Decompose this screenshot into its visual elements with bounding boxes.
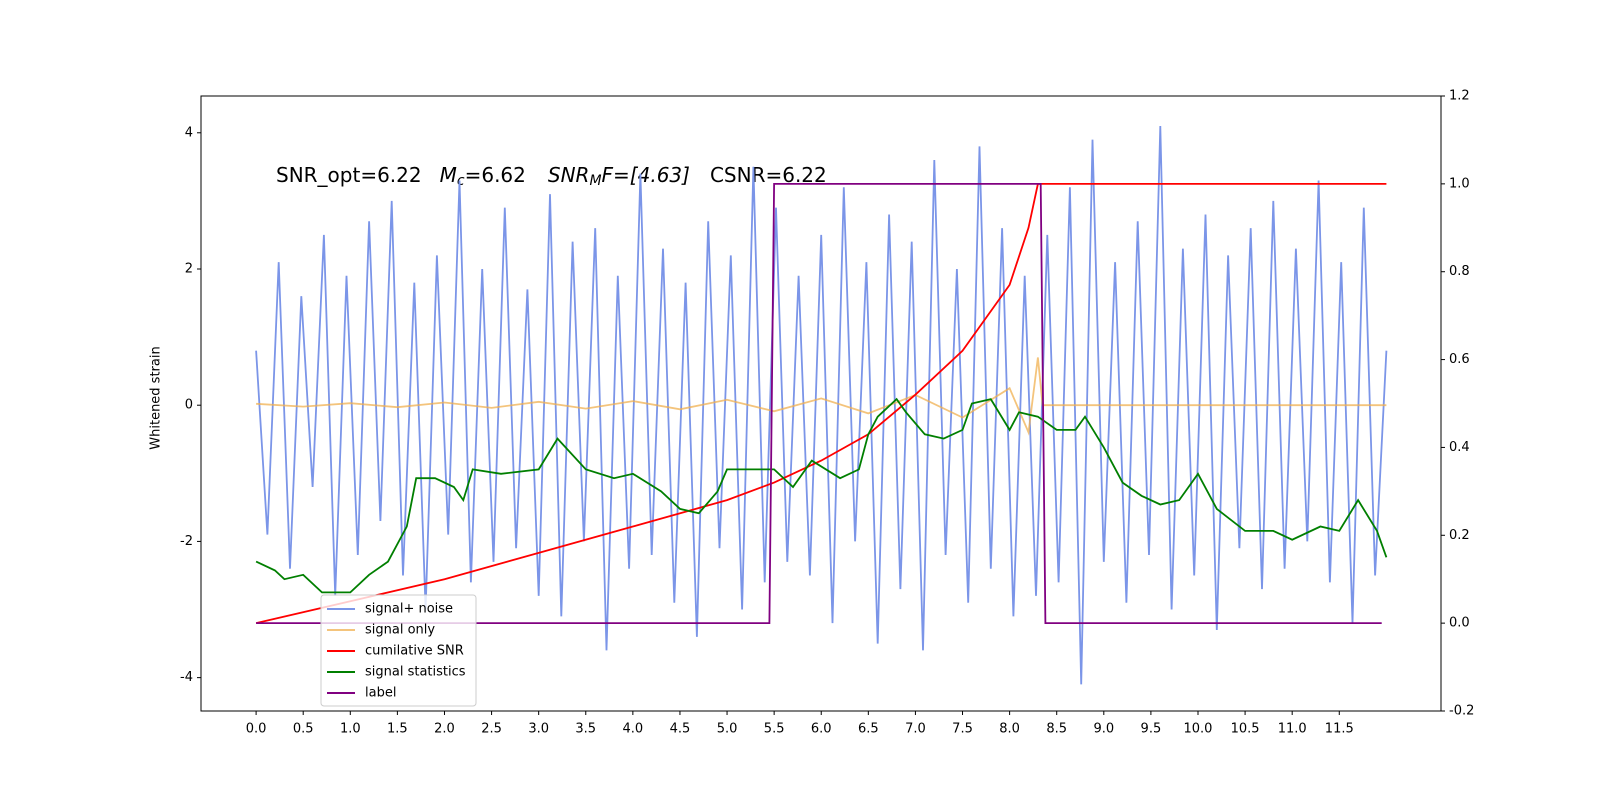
y2-tick-label: 0.8 bbox=[1449, 264, 1470, 279]
x-tick-label: 4.5 bbox=[670, 722, 691, 737]
y-tick-label: -2 bbox=[180, 534, 193, 549]
x-tick-label: 3.0 bbox=[528, 722, 549, 737]
x-tick-label: 2.5 bbox=[481, 722, 502, 737]
x-tick-label: 4.0 bbox=[623, 722, 644, 737]
x-tick-label: 8.5 bbox=[1046, 722, 1067, 737]
y2-tick-label: 0.0 bbox=[1449, 616, 1470, 631]
y2-tick-label: 1.2 bbox=[1449, 89, 1470, 104]
legend-box bbox=[320, 594, 477, 707]
x-tick-label: 0.5 bbox=[293, 722, 314, 737]
legend-label: label bbox=[365, 686, 396, 701]
annotation: SNR_opt=6.22 Mc=6.62 SNRMF=[4.63] CSNR=6.22 bbox=[276, 163, 827, 190]
x-tick-label: 10.0 bbox=[1184, 722, 1213, 737]
series-line bbox=[255, 182, 1387, 624]
series-line bbox=[255, 397, 1388, 594]
legend-label: signal+ noise bbox=[365, 602, 453, 617]
legend-label: signal only bbox=[365, 623, 435, 638]
annotation-part: SNR_opt=6.22 bbox=[276, 163, 422, 187]
x-tick-label: 2.0 bbox=[434, 722, 455, 737]
y2-tick-label: 0.4 bbox=[1449, 440, 1470, 455]
x-tick-label: 6.5 bbox=[858, 722, 879, 737]
x-tick-label: 5.5 bbox=[764, 722, 785, 737]
annotation-part: CSNR=6.22 bbox=[710, 163, 827, 187]
x-tick-label: 11.5 bbox=[1325, 722, 1354, 737]
y2-tick-label: -0.2 bbox=[1449, 704, 1474, 719]
y2-tick-label: 0.2 bbox=[1449, 528, 1470, 543]
plot-frame bbox=[200, 95, 1442, 712]
annotation-part: =6.62 bbox=[465, 163, 526, 187]
annotation-part: M bbox=[440, 163, 457, 187]
y-tick-label: -4 bbox=[180, 670, 193, 685]
x-tick-label: 0.0 bbox=[246, 722, 267, 737]
y-tick-label: 4 bbox=[185, 125, 193, 140]
x-tick-label: 3.5 bbox=[575, 722, 596, 737]
x-tick-label: 11.0 bbox=[1278, 722, 1307, 737]
y2-tick-label: 1.0 bbox=[1449, 176, 1470, 191]
x-tick-label: 10.5 bbox=[1231, 722, 1260, 737]
legend-label: signal statistics bbox=[365, 665, 466, 680]
annotation-part: c bbox=[457, 173, 465, 189]
series-line bbox=[255, 125, 1388, 685]
x-tick-label: 9.5 bbox=[1141, 722, 1162, 737]
legend-label: cumilative SNR bbox=[365, 644, 464, 659]
x-tick-label: 8.0 bbox=[999, 722, 1020, 737]
y-axis-label: Whitened strain bbox=[149, 346, 164, 449]
annotation-part: F=[4.63] bbox=[602, 163, 690, 187]
x-tick-label: 5.0 bbox=[717, 722, 738, 737]
annotation-part: SNR bbox=[548, 163, 590, 187]
x-tick-label: 6.0 bbox=[811, 722, 832, 737]
y-tick-label: 0 bbox=[185, 398, 193, 413]
y2-tick-label: 0.6 bbox=[1449, 352, 1470, 367]
series-line bbox=[256, 357, 1387, 436]
y-tick-label: 2 bbox=[185, 261, 193, 276]
x-tick-label: 9.0 bbox=[1093, 722, 1114, 737]
annotation-part: M bbox=[589, 173, 601, 189]
series-line bbox=[256, 182, 1382, 624]
x-tick-label: 1.5 bbox=[387, 722, 408, 737]
x-tick-label: 7.0 bbox=[905, 722, 926, 737]
x-tick-label: 1.0 bbox=[340, 722, 361, 737]
x-tick-label: 7.5 bbox=[952, 722, 973, 737]
